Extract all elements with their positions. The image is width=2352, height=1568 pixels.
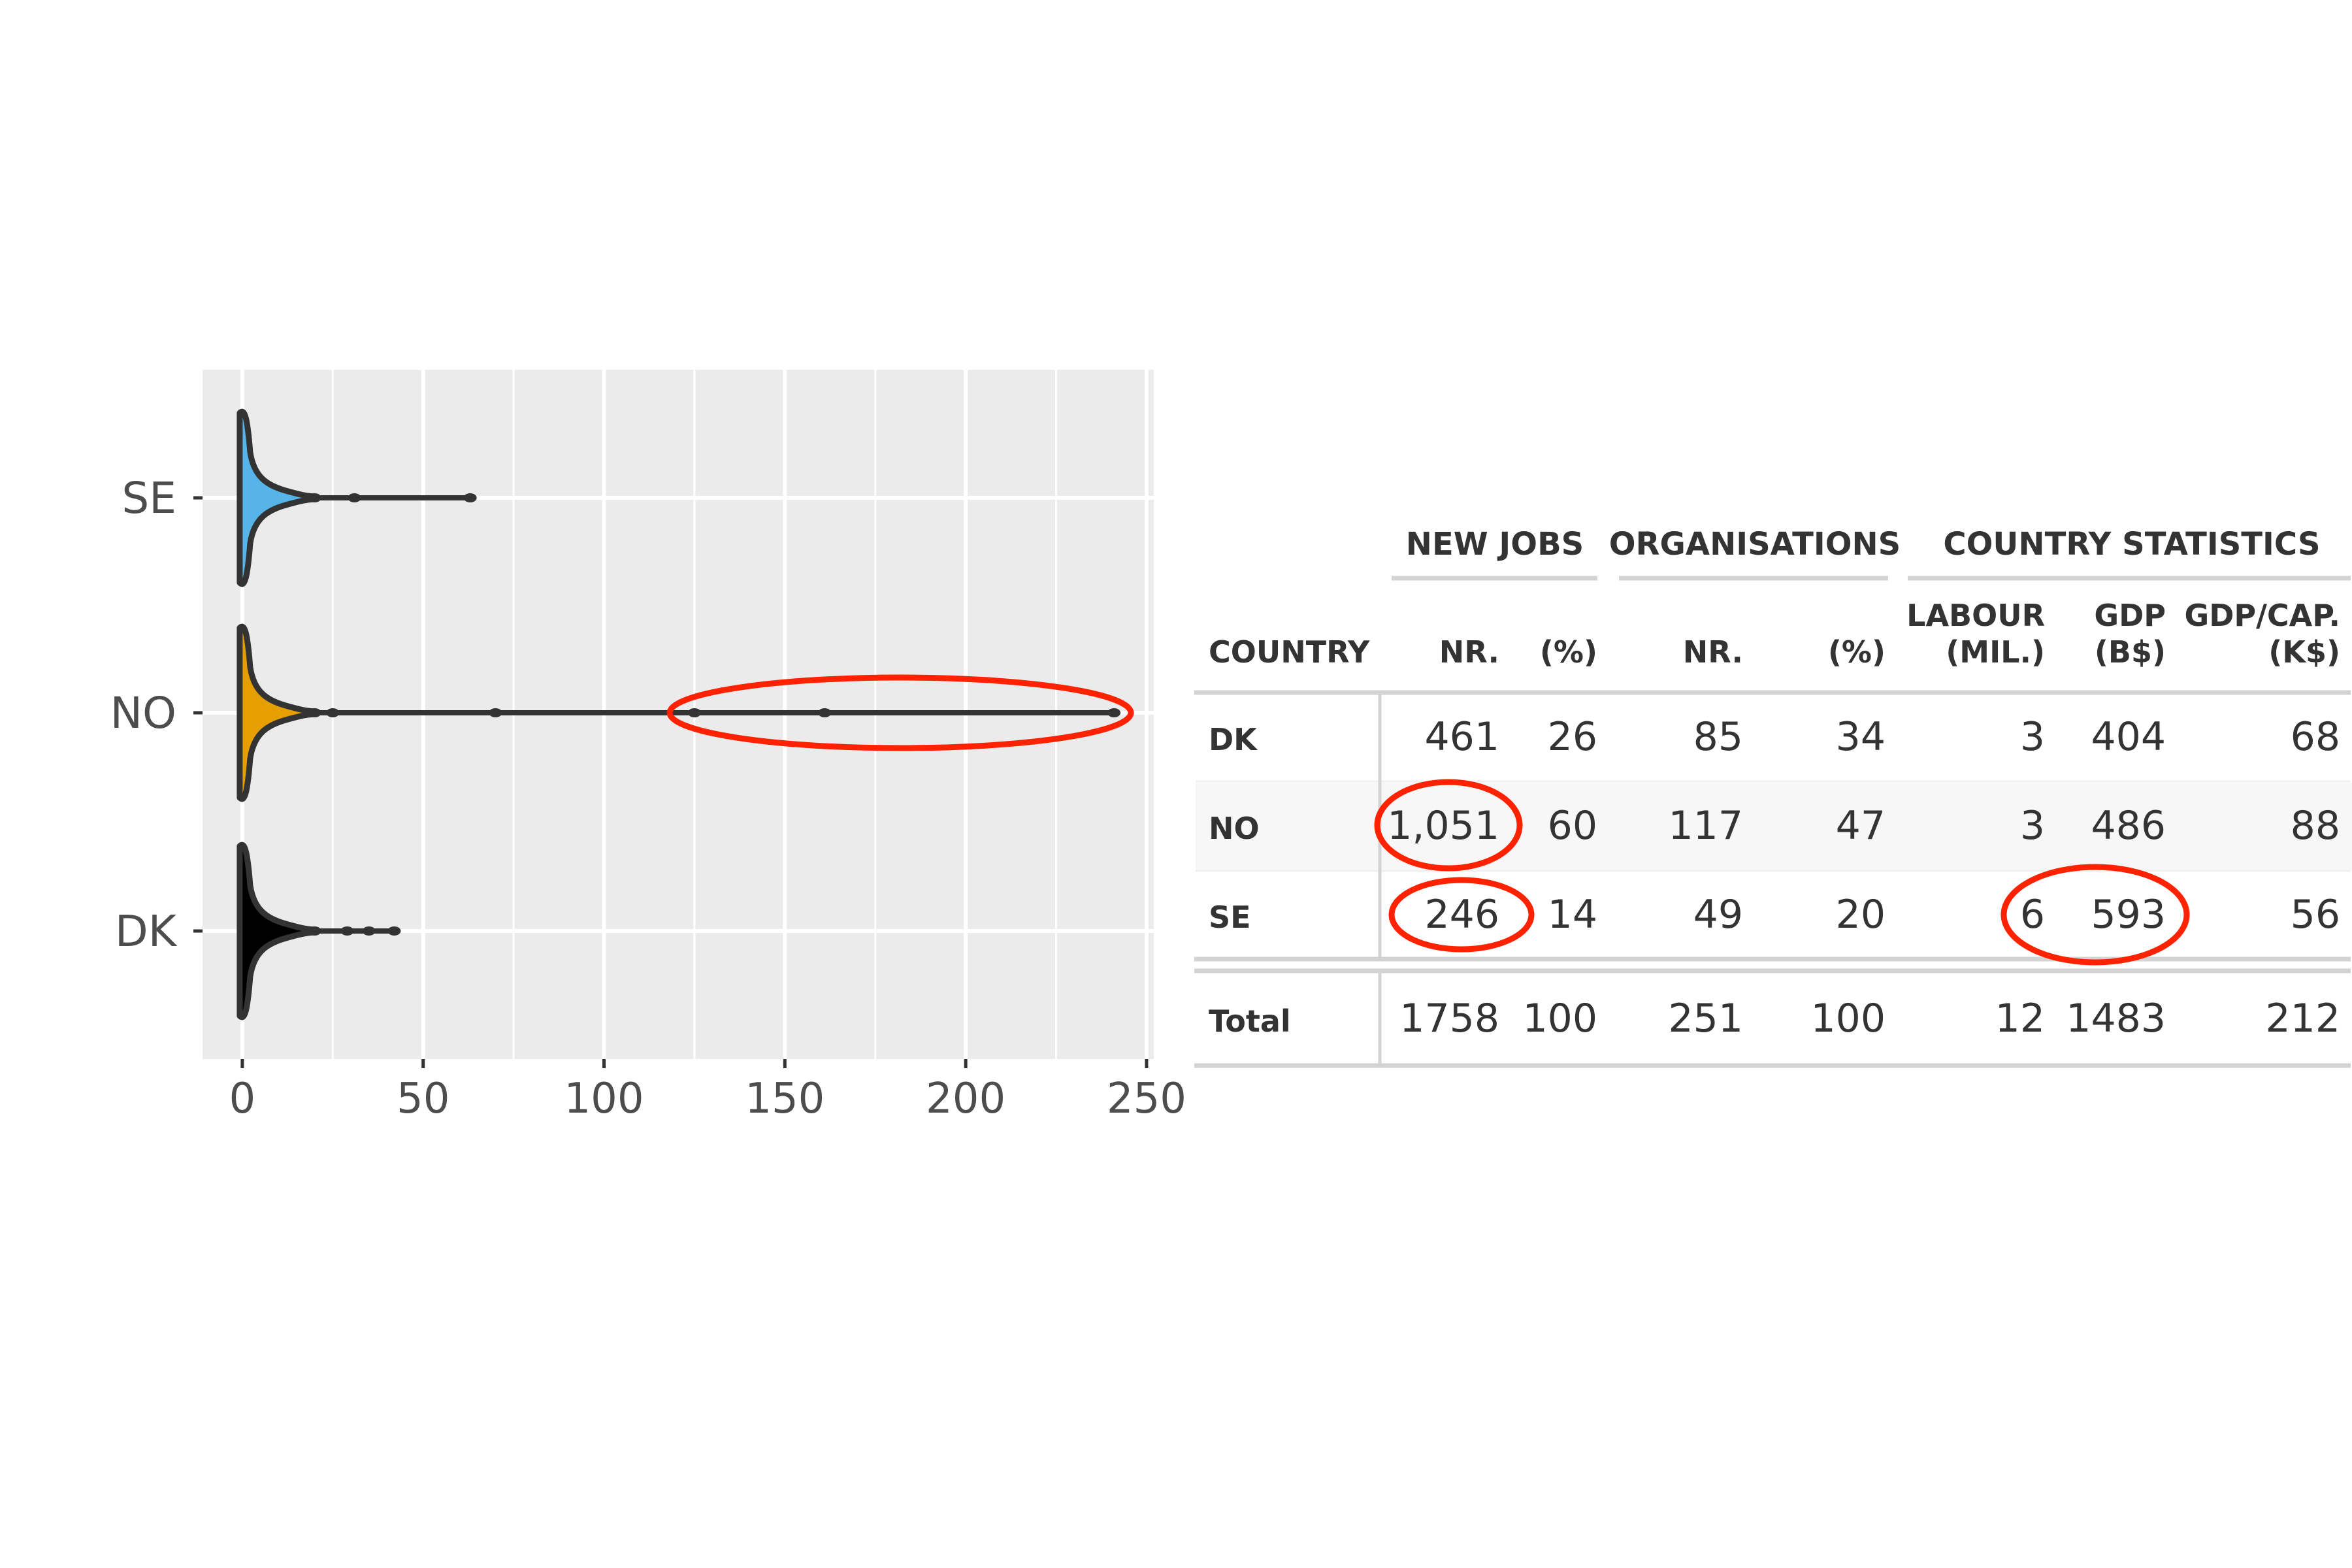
table-cell-labour: 3 xyxy=(2020,714,2045,760)
violin-bump xyxy=(308,493,321,502)
row-stripe-no xyxy=(1196,783,2352,871)
violin-bump xyxy=(463,493,477,502)
x-tick-label: 0 xyxy=(229,1075,256,1123)
table-cell-org_nr: 85 xyxy=(1693,714,1743,760)
highlight-ellipse-no-jobs xyxy=(1374,779,1523,872)
violin-se xyxy=(237,408,477,587)
table-cell-gdpcap: 56 xyxy=(2291,892,2340,938)
table-cell-jobs_pct: 26 xyxy=(1548,714,1597,760)
total-cell-jobs_pct: 100 xyxy=(1522,996,1597,1041)
table-cell-country: DK xyxy=(1209,722,1258,757)
table-cell-org_nr: 49 xyxy=(1693,892,1743,938)
table-cell-org_pct: 47 xyxy=(1836,803,1886,849)
total-cell-gdp: 1483 xyxy=(2066,996,2166,1041)
column-header-gdp: GDP xyxy=(2094,598,2166,633)
violin-bump xyxy=(308,926,321,936)
table-row: NO 1,051 60 117 47 3 486 88 xyxy=(1209,803,2340,849)
violin-bump xyxy=(348,493,361,502)
table-cell-org_nr: 117 xyxy=(1668,803,1743,849)
table-row: DK 461 26 85 34 3 404 68 xyxy=(1209,714,2340,760)
total-cell-org_nr: 251 xyxy=(1668,996,1743,1041)
violin-bump xyxy=(818,708,832,717)
statistics-table: NEW JOBS ORGANISATIONS COUNTRY STATISTIC… xyxy=(1194,526,2352,1068)
table-cell-jobs_nr: 1,051 xyxy=(1387,803,1499,849)
table-cell-jobs_nr: 246 xyxy=(1424,892,1499,938)
violin-bump xyxy=(687,708,701,717)
table-cell-labour: 3 xyxy=(2020,803,2045,849)
y-tick-label-se: SE xyxy=(122,473,176,523)
total-cell-jobs_nr: 1758 xyxy=(1399,996,1499,1041)
total-cell-gdpcap: 212 xyxy=(2265,996,2340,1041)
column-header-org_nr: NR. xyxy=(1683,634,1743,670)
total-cell-country: Total xyxy=(1209,1004,1291,1039)
violin-bump xyxy=(326,708,340,717)
column-header-labour: LABOUR xyxy=(1906,598,2045,633)
table-cell-jobs_nr: 461 xyxy=(1424,714,1499,760)
group-header-new-jobs: NEW JOBS xyxy=(1406,526,1584,563)
column-header-jobs_nr: NR. xyxy=(1439,634,1499,670)
total-cell-org_pct: 100 xyxy=(1810,996,1886,1041)
highlight-ellipse-se-labour-gdp xyxy=(2001,864,2190,966)
table-cell-jobs_pct: 60 xyxy=(1548,803,1597,849)
violin-bump xyxy=(362,926,376,936)
table-cell-org_pct: 20 xyxy=(1836,892,1886,938)
table-cell-gdp: 404 xyxy=(2091,714,2166,760)
table-cell-jobs_pct: 14 xyxy=(1548,892,1597,938)
column-header-gdp: (B$) xyxy=(2095,634,2166,670)
group-header-organisations: ORGANISATIONS xyxy=(1609,526,1901,563)
x-tick-label: 50 xyxy=(397,1075,449,1123)
x-tick-label: 150 xyxy=(745,1075,825,1123)
x-tick-label: 250 xyxy=(1107,1075,1186,1123)
column-headers: COUNTRY NR. (%) NR. (%) LABOUR(MIL.) GDP(B$) GD… xyxy=(1209,598,2340,670)
table-cell-gdpcap: 68 xyxy=(2291,714,2340,760)
table-cell-gdp: 486 xyxy=(2091,803,2166,849)
violin-no xyxy=(237,623,1121,802)
table-cell-gdpcap: 88 xyxy=(2291,803,2340,849)
violin-bump xyxy=(387,926,401,936)
table-total-row: Total 1758 100 251 100 12 1483 212 xyxy=(1209,996,2340,1041)
violin-bump xyxy=(340,926,354,936)
y-tick-label-dk: DK xyxy=(115,906,178,956)
table-cell-org_pct: 34 xyxy=(1836,714,1886,760)
column-header-gdpcap: (K$) xyxy=(2268,634,2340,670)
highlight-ellipse-se-jobs xyxy=(1388,877,1535,953)
table-cell-gdp: 593 xyxy=(2091,892,2166,938)
table-row: SE 246 14 49 20 6 593 56 xyxy=(1209,892,2340,938)
highlight-ellipse-no-tail xyxy=(666,674,1134,751)
table-body: DK 461 26 85 34 3 404 68 NO 1,051 60 117 47 3 486 88 SE 2… xyxy=(1209,714,2340,1041)
x-tick-label: 100 xyxy=(564,1075,644,1123)
column-header-labour: (MIL.) xyxy=(1946,634,2045,670)
x-axis: 0 50 100 150 200 250 xyxy=(229,1059,1186,1123)
column-header-country: COUNTRY xyxy=(1209,634,1370,670)
total-cell-labour: 12 xyxy=(1995,996,2045,1041)
table-cell-labour: 6 xyxy=(2020,892,2045,938)
y-axis: SE NO DK xyxy=(110,473,203,956)
violin-bump xyxy=(308,708,321,717)
x-tick-label: 200 xyxy=(926,1075,1005,1123)
table-cell-country: SE xyxy=(1209,900,1251,935)
violin-bump xyxy=(489,708,502,717)
y-tick-label-no: NO xyxy=(110,688,176,738)
violin-chart: 0 50 100 150 200 250 SE NO DK xyxy=(110,370,1186,1123)
column-header-gdpcap: GDP/CAP. xyxy=(2184,598,2340,633)
column-header-jobs_pct: (%) xyxy=(1540,634,1597,670)
column-header-org_pct: (%) xyxy=(1828,634,1886,670)
table-cell-country: NO xyxy=(1209,811,1260,846)
group-header-country-statistics: COUNTRY STATISTICS xyxy=(1943,526,2320,563)
violins xyxy=(237,408,1121,1021)
violin-bump xyxy=(1107,708,1121,717)
violin-dk xyxy=(237,841,401,1021)
